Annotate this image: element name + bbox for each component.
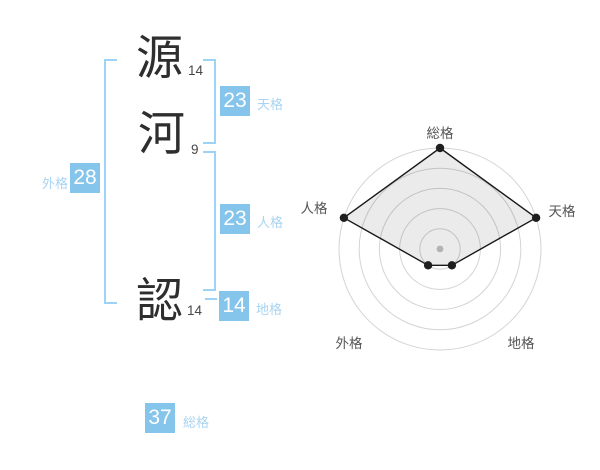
chikaku-score-box: 14 bbox=[219, 291, 249, 321]
surname-character-1: 源 bbox=[136, 31, 183, 84]
soukaku-score-label: 総格 bbox=[183, 415, 210, 430]
gaikaku-score-label: 外格 bbox=[42, 176, 69, 191]
chikaku-score-label: 地格 bbox=[256, 302, 283, 317]
soukaku-score-box: 37 bbox=[145, 403, 175, 433]
gaikaku-score-box: 28 bbox=[70, 163, 100, 193]
radar-axis-label-tenkaku: 天格 bbox=[548, 204, 576, 219]
surname-character-1-strokes: 14 bbox=[188, 63, 204, 78]
jinkaku-bracket bbox=[203, 151, 216, 291]
radar-axis-label-soukaku: 総格 bbox=[426, 126, 454, 141]
surname-character-2-strokes: 9 bbox=[191, 142, 199, 157]
tenkaku-score-label: 天格 bbox=[257, 97, 284, 112]
chikaku-connector-dash bbox=[205, 298, 217, 300]
jinkaku-score-box: 23 bbox=[220, 204, 250, 234]
tenkaku-bracket bbox=[203, 59, 216, 144]
surname-character-2: 河 bbox=[138, 107, 185, 160]
radar-chart bbox=[338, 143, 542, 351]
tenkaku-score-box: 23 bbox=[220, 86, 250, 116]
given-name-character-strokes: 14 bbox=[187, 303, 203, 318]
radar-axis-label-gaikaku: 外格 bbox=[335, 336, 363, 351]
gaikaku-bracket bbox=[104, 59, 117, 304]
jinkaku-score-label: 人格 bbox=[257, 215, 284, 230]
radar-axis-label-chikaku: 地格 bbox=[507, 336, 535, 351]
radar-axis-label-jinkaku: 人格 bbox=[300, 201, 328, 216]
given-name-character: 認 bbox=[136, 274, 183, 327]
